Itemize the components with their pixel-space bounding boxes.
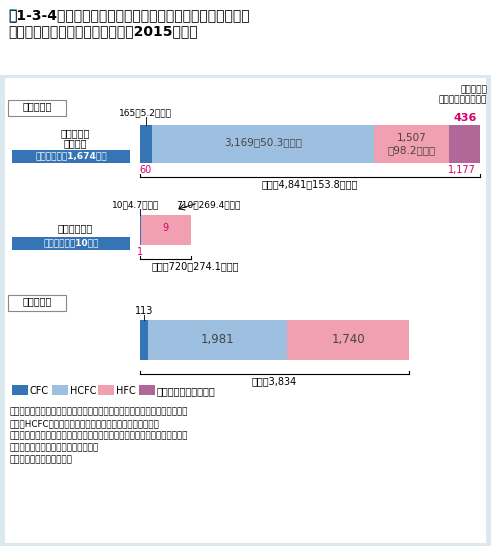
Text: 空調機器: 空調機器	[63, 138, 87, 148]
Bar	[0, 0, 491, 75]
Text: 1,507
（98.2万台）: 1,507 （98.2万台）	[387, 133, 436, 156]
Bar	[141, 215, 191, 245]
Text: 165（5.2万台）: 165（5.2万台）	[119, 108, 172, 117]
Bar	[148, 320, 287, 360]
Text: ３：破壊した量は、業務用冷凍空調機器及びカーエアコンから回収された: ３：破壊した量は、業務用冷凍空調機器及びカーエアコンから回収された	[10, 431, 189, 440]
Text: 10（4.7万台）: 10（4.7万台）	[112, 200, 159, 209]
Text: 破壊した量: 破壊した量	[22, 296, 52, 306]
Text: 436: 436	[453, 113, 476, 123]
Text: （）は回収した台数: （）は回収した台数	[438, 95, 487, 104]
Text: 類の回収・破壊量等（2015年度）: 類の回収・破壊量等（2015年度）	[8, 24, 197, 38]
Text: 1,740: 1,740	[331, 333, 365, 346]
Text: ２：HCFCはカーエアコンの冷媒として用いられていない: ２：HCFCはカーエアコンの冷媒として用いられていない	[10, 419, 160, 428]
Text: 図: 図	[8, 8, 16, 22]
Text: 単位：トン: 単位：トン	[460, 85, 487, 94]
Text: 合計：720（274.1万台）: 合計：720（274.1万台）	[152, 261, 239, 271]
Text: HFC: HFC	[116, 386, 136, 396]
Text: 業務用冷凍: 業務用冷凍	[60, 128, 90, 138]
Text: 再利用合計：10トン: 再利用合計：10トン	[43, 238, 99, 247]
Text: 回収した量: 回収した量	[22, 101, 52, 111]
Bar	[12, 237, 130, 250]
Bar	[12, 385, 28, 395]
Bar	[5, 78, 486, 543]
Text: 60: 60	[139, 165, 152, 175]
Bar	[0, 75, 491, 546]
Text: 1-3-4　業務用冷凍空調機器・カーエアコンからのフロン: 1-3-4 業務用冷凍空調機器・カーエアコンからのフロン	[8, 8, 249, 22]
Text: 113: 113	[135, 306, 153, 316]
Text: 1,981: 1,981	[201, 333, 234, 346]
Text: 合計：4,841（153.8万台）: 合計：4,841（153.8万台）	[262, 179, 358, 189]
Bar	[12, 150, 130, 163]
Bar	[139, 385, 155, 395]
Text: 合計：3,834: 合計：3,834	[252, 376, 297, 386]
Text: 3,169（50.3万台）: 3,169（50.3万台）	[224, 137, 302, 147]
Text: フロン類の合計の破壊量である: フロン類の合計の破壊量である	[10, 443, 99, 452]
Text: 再利用合計：1,674トン: 再利用合計：1,674トン	[35, 151, 107, 160]
Bar	[287, 320, 409, 360]
Bar	[53, 385, 69, 395]
Bar	[152, 125, 374, 163]
Text: 9: 9	[163, 223, 169, 233]
Text: 1: 1	[137, 247, 143, 257]
Text: 710（269.4万台）: 710（269.4万台）	[176, 200, 241, 209]
Text: 1,177: 1,177	[448, 165, 476, 175]
Bar	[99, 385, 114, 395]
Bar	[374, 125, 480, 163]
Text: 資料：経済産業省、環境省: 資料：経済産業省、環境省	[10, 455, 73, 464]
Bar	[8, 295, 66, 311]
Bar	[449, 125, 480, 163]
Text: うち再利用等された量: うち再利用等された量	[157, 386, 216, 396]
Bar	[140, 320, 148, 360]
Text: 注１：小数点未満を四捨五入のため、数値の和は必ずしも合計に一致しない: 注１：小数点未満を四捨五入のため、数値の和は必ずしも合計に一致しない	[10, 407, 189, 416]
Text: CFC: CFC	[30, 386, 49, 396]
Bar	[140, 215, 141, 245]
Text: HCFC: HCFC	[71, 386, 97, 396]
Bar	[140, 125, 152, 163]
Text: カーエアコン: カーエアコン	[57, 223, 93, 233]
Bar	[8, 100, 66, 116]
